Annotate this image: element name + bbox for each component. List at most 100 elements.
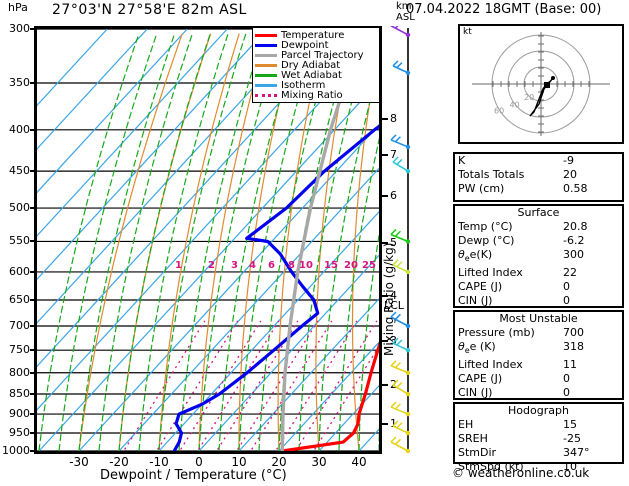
height-tick-label: 7: [390, 148, 397, 161]
pressure-tick-label: 750: [9, 343, 30, 357]
mixing-ratio-tick-label: 25: [362, 260, 376, 271]
panel-row-key: θee(K): [458, 248, 493, 264]
temperature-tick-label: -10: [149, 455, 169, 469]
chart-legend: Temperature Dewpoint Parcel Trajectory Dry …: [252, 27, 380, 103]
hodograph-panel: 20 40 60: [458, 24, 624, 144]
pressure-tick-label: 800: [9, 365, 30, 379]
height-axis-unit-line1: km: [396, 1, 412, 12]
pressure-tick-label: 350: [9, 76, 30, 90]
height-tick: [382, 423, 388, 425]
panel-row-value: 318: [563, 340, 584, 353]
panel-row-key: StmDir: [458, 446, 497, 459]
legend-swatch: [255, 63, 277, 67]
panel-row-key: Lifted Index: [458, 266, 523, 280]
panel-row: Pressure (mb) 700: [455, 326, 622, 340]
panel-row-value: -9: [563, 154, 574, 167]
legend-swatch: [255, 53, 277, 57]
panel-row-value: 10: [563, 460, 577, 473]
height-tick-label: 4: [390, 289, 397, 302]
legend-label: Dry Adiabat: [281, 59, 341, 71]
height-tick-label: 3: [390, 334, 397, 347]
height-tick: [382, 295, 388, 297]
pressure-tick: [30, 349, 36, 352]
panel-row-value: -25: [563, 432, 581, 445]
panel-row: CAPE (J) 0: [455, 280, 622, 294]
pressure-tick: [30, 393, 36, 396]
pressure-tick: [30, 324, 36, 327]
legend-label: Parcel Trajectory: [281, 49, 364, 61]
skewt-svg: [37, 29, 379, 451]
legend-swatch: [255, 83, 277, 87]
mixing-ratio-tick-label: 20: [344, 260, 358, 271]
legend-item: Temperature: [255, 29, 377, 41]
panel-row-value: 0.58: [563, 182, 588, 195]
wind-barb: [390, 311, 411, 329]
panel-row-key: EH: [458, 418, 474, 431]
panel-row-value: 20: [563, 168, 577, 181]
pressure-tick: [30, 432, 36, 435]
panel-row-key: CIN (J): [458, 294, 493, 308]
panel-row-value: 22: [563, 266, 577, 280]
legend-swatch: [255, 93, 277, 97]
panel-row: Dewp (°C) -6.2: [455, 234, 622, 248]
panel-row: θee(K) 300: [455, 248, 622, 266]
panel-row: CIN (J) 0: [455, 386, 622, 400]
sounding-curve-temperature: [280, 341, 379, 451]
wind-barb: [390, 436, 411, 454]
legend-label: Temperature: [281, 29, 345, 41]
panel-heading: Hodograph: [508, 404, 569, 417]
pressure-tick-label: 1000: [2, 444, 30, 457]
hodograph-ring-label: 40: [510, 101, 520, 110]
height-axis-unit-line2: ASL: [396, 12, 415, 23]
height-tick: [382, 118, 388, 120]
panel-row-value: 0: [563, 386, 570, 400]
pressure-tick: [30, 413, 36, 416]
copyright-footer: © weatheronline.co.uk: [452, 466, 590, 480]
pressure-tick-label: 650: [9, 293, 30, 306]
panel-row: StmSpd (kt) 10: [455, 460, 622, 474]
pressure-tick: [30, 299, 36, 301]
panel-heading: Most Unstable: [499, 312, 578, 325]
legend-swatch: [255, 43, 277, 47]
panel-row: Lifted Index 22: [455, 266, 622, 280]
mixing-ratio-tick-label: 15: [324, 260, 338, 271]
pressure-tick-label: 450: [9, 164, 30, 178]
x-axis-title: Dewpoint / Temperature (°C): [100, 468, 287, 483]
panel-row: Temp (°C) 20.8: [455, 220, 622, 234]
forecast-datetime-title: 07.04.2022 18GMT (Base: 00): [406, 2, 602, 17]
panel-row-value: 300: [563, 248, 584, 261]
pressure-tick: [30, 28, 36, 30]
pressure-tick-label: 950: [9, 426, 30, 440]
sounding-curve-dewpoint: [172, 124, 379, 451]
panel-row-value: 20.8: [563, 220, 588, 233]
wind-barb: [392, 337, 411, 353]
skewt-plot-area: [37, 29, 379, 451]
height-tick: [382, 340, 388, 342]
temperature-tick-label: 20: [271, 455, 287, 469]
pressure-tick-label: 700: [9, 318, 30, 332]
temperature-tick-label: -30: [69, 455, 89, 469]
pressure-tick: [30, 128, 36, 131]
pressure-tick: [30, 371, 36, 374]
panel-row: SREH -25: [455, 432, 622, 446]
temperature-tick-label: -20: [109, 455, 129, 469]
legend-swatch: [255, 33, 277, 37]
temperature-tick-label: 30: [311, 455, 327, 469]
height-tick: [382, 384, 388, 386]
wind-barb: [390, 360, 411, 375]
legend-label: Isotherm: [281, 79, 326, 91]
height-tick-label: 5: [390, 236, 397, 249]
panel-row-key: StmSpd (kt): [458, 460, 524, 473]
height-tick-label: 8: [390, 112, 397, 125]
panel-row-value: -6.2: [563, 234, 585, 247]
panel-row-value: 700: [563, 326, 584, 339]
legend-label: Dewpoint: [281, 39, 329, 51]
legend-label: Wet Adiabat: [281, 69, 342, 81]
hodograph-ring-label: 60: [494, 106, 504, 115]
panel-row-value: 0: [563, 280, 570, 294]
pressure-tick: [30, 207, 36, 210]
station-coordinates-title: 27°03'N 27°58'E 82m ASL: [52, 2, 247, 18]
panel-row-key: Lifted Index: [458, 358, 523, 372]
panel-row-key: Pressure (mb): [458, 326, 535, 339]
temperature-tick-label: 0: [195, 455, 203, 469]
